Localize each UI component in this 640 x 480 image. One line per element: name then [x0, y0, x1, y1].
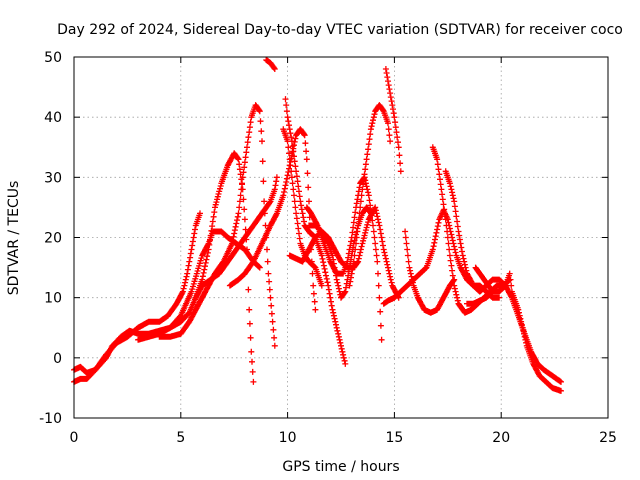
x-tick-label: 5	[176, 430, 185, 446]
series-arc-10	[303, 174, 385, 343]
y-tick-label: -10	[39, 411, 62, 427]
axis-ticks	[73, 56, 609, 419]
series-arc-19	[464, 270, 564, 394]
marker-plus-cluster	[282, 96, 349, 367]
x-tick-label: 15	[385, 430, 403, 446]
x-tick-labels: 0 5 10 15 20 25	[70, 430, 617, 446]
y-tick-label: 20	[44, 231, 62, 247]
series-arc-13	[346, 102, 394, 289]
y-tick-label: 0	[53, 351, 62, 367]
series-arc-08	[282, 96, 349, 367]
marker-plus-cluster	[192, 174, 280, 301]
marker-plus-cluster	[263, 57, 278, 72]
series-arc-05	[263, 57, 278, 72]
x-tick-label: 0	[70, 430, 79, 446]
y-tick-label: 30	[44, 170, 62, 186]
series-arc-20	[472, 264, 496, 295]
y-tick-labels: -10 0 10 20 30 40 50	[39, 50, 62, 427]
y-tick-label: 10	[44, 291, 62, 307]
grid	[74, 57, 608, 418]
x-tick-label: 25	[599, 430, 617, 446]
marker-plus-cluster	[135, 150, 257, 385]
marker-plus-cluster	[464, 270, 564, 394]
series-arc-15	[380, 207, 503, 307]
marker-plus-cluster	[380, 207, 503, 307]
series-arc-04	[156, 102, 278, 349]
marker-plus-cluster	[402, 228, 458, 316]
series-arc-06	[192, 174, 280, 301]
marker-plus-cluster	[442, 168, 564, 385]
series-arc-16	[402, 228, 458, 316]
y-axis-label: SDTVAR / TECUs	[6, 181, 22, 296]
marker-plus-cluster	[346, 102, 394, 289]
marker-plus-cluster	[226, 126, 319, 313]
chart-title: Day 292 of 2024, Sidereal Day-to-day VTE…	[57, 22, 623, 38]
series-arc-14	[382, 66, 404, 175]
series-arc-18	[442, 168, 564, 385]
y-tick-label: 50	[44, 50, 62, 66]
data-marks	[71, 57, 564, 394]
x-tick-label: 10	[279, 430, 297, 446]
marker-plus-cluster	[303, 174, 385, 343]
y-tick-label: 40	[44, 110, 62, 126]
marker-plus-cluster	[156, 102, 278, 349]
marker-plus-cluster	[472, 264, 496, 295]
x-tick-label: 20	[492, 430, 510, 446]
x-axis-label: GPS time / hours	[282, 459, 399, 475]
series-arc-03	[135, 150, 257, 385]
marker-plus-cluster	[382, 66, 404, 175]
series-arc-07	[226, 126, 319, 313]
